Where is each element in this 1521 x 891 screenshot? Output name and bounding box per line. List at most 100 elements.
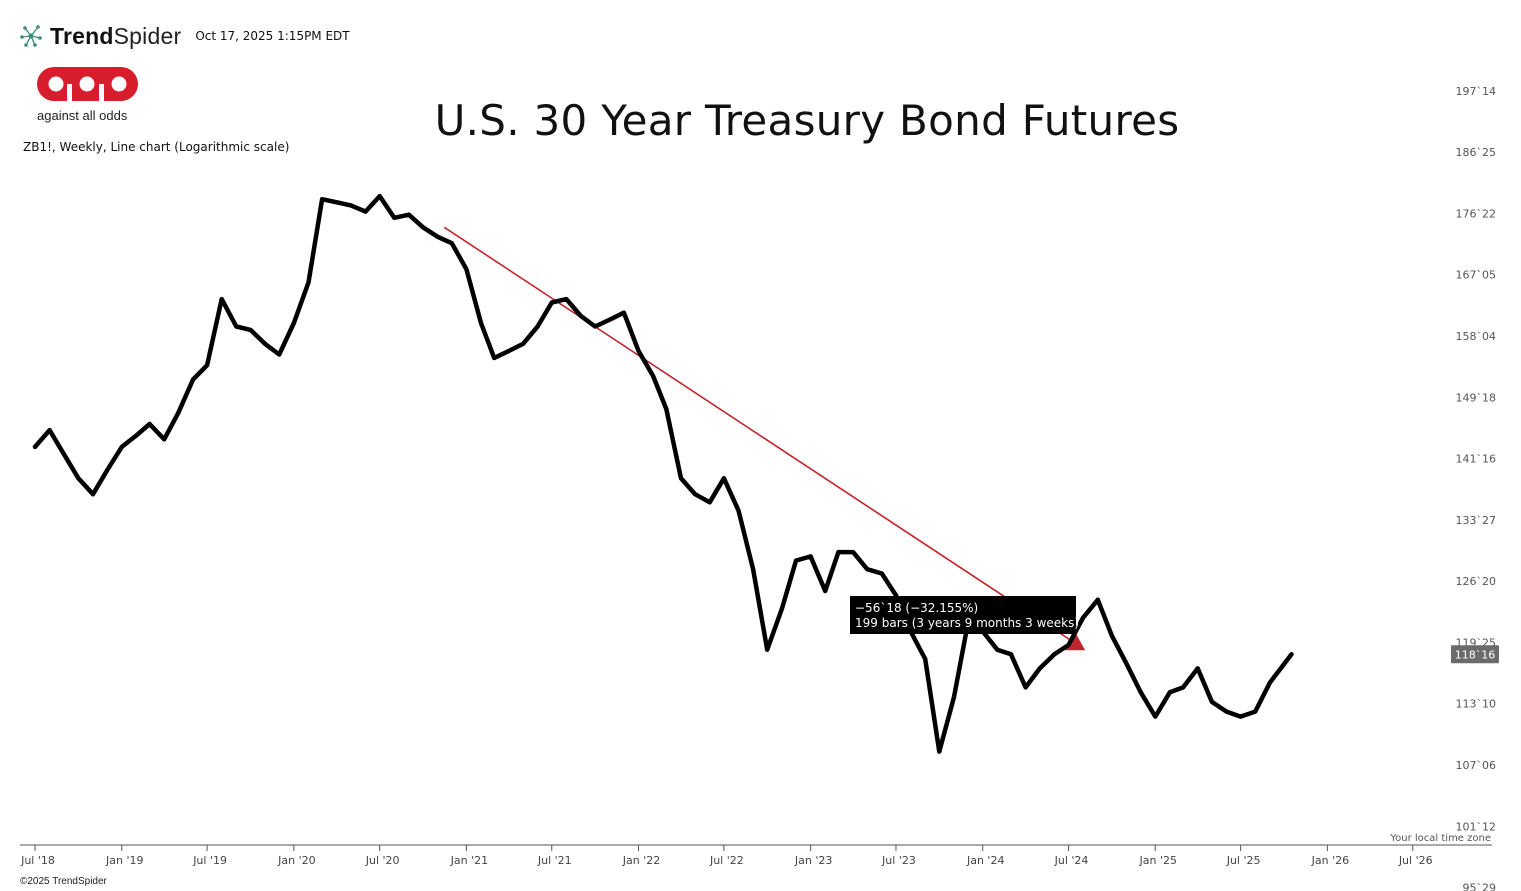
x-tick-label: Jul '19: [192, 854, 227, 867]
x-tick-label: Jul '24: [1054, 854, 1089, 867]
series-line: [32, 193, 1294, 754]
x-tick-label: Jan '21: [450, 854, 488, 867]
y-tick-label: 158`04: [1456, 330, 1497, 343]
x-tick-label: Jan '26: [1311, 854, 1349, 867]
data-point: [1167, 690, 1172, 695]
data-point: [1037, 666, 1042, 671]
annotation-layer: −56`18 (−32.155%)199 bars (3 years 9 mon…: [850, 596, 1079, 634]
data-point: [1253, 709, 1258, 714]
y-tick-label: 176`22: [1456, 208, 1497, 221]
data-point: [1153, 714, 1158, 719]
data-point: [693, 492, 698, 497]
y-tick-label: 141`16: [1456, 453, 1497, 466]
aao-logo: against all odds: [36, 66, 140, 123]
x-tick-label: Jul '22: [709, 854, 744, 867]
trendspider-logo-icon: [20, 25, 42, 47]
y-tick-label: 113`10: [1456, 698, 1497, 711]
data-point: [865, 567, 870, 572]
data-point: [1066, 643, 1071, 648]
data-point: [851, 550, 856, 555]
data-point: [1209, 699, 1214, 704]
data-point: [435, 234, 440, 239]
aao-logo-mark: [37, 67, 138, 101]
data-point: [162, 437, 167, 442]
data-point: [564, 297, 569, 302]
y-tick-label: 126`20: [1456, 575, 1497, 588]
data-point: [62, 452, 67, 457]
data-point: [678, 476, 683, 481]
data-point: [320, 197, 325, 202]
data-point: [334, 200, 339, 205]
data-point: [736, 508, 741, 513]
data-point: [248, 327, 253, 332]
last-price-label: 118`16: [1455, 648, 1496, 661]
copyright: ©2025 TrendSpider: [20, 876, 107, 887]
data-point: [751, 567, 756, 572]
data-point: [535, 324, 540, 329]
data-point: [1109, 633, 1114, 638]
data-point: [1224, 709, 1229, 714]
last-price-badge: [1451, 645, 1499, 664]
data-point: [1081, 615, 1086, 620]
data-point: [621, 310, 626, 315]
data-point: [464, 267, 469, 272]
data-point: [1267, 680, 1272, 685]
y-tick-label: 107`06: [1456, 759, 1497, 772]
data-point: [492, 356, 497, 361]
data-point: [190, 377, 195, 382]
logo-tagline: against all odds: [37, 108, 128, 123]
data-point: [794, 558, 799, 563]
data-point: [33, 444, 37, 449]
x-tick-label: Jan '23: [794, 854, 832, 867]
data-point: [119, 444, 124, 449]
x-tick-label: Jul '21: [537, 854, 572, 867]
x-tick-label: Jan '19: [105, 854, 143, 867]
brand-name: TrendSpider: [50, 22, 182, 49]
data-point: [76, 476, 81, 481]
data-point: [995, 647, 1000, 652]
x-tick-label: Jan '20: [277, 854, 315, 867]
data-point: [147, 422, 152, 427]
data-point: [879, 571, 884, 576]
data-point: [363, 209, 368, 214]
data-point: [219, 297, 224, 302]
y-tick-label: 149`18: [1456, 391, 1497, 404]
y-tick-label: 167`05: [1456, 269, 1497, 282]
data-point: [593, 324, 598, 329]
data-point: [291, 321, 296, 326]
data-point: [277, 352, 282, 357]
data-point: [937, 749, 942, 754]
trendline: [443, 226, 1076, 644]
chart-subtitle: ZB1!, Weekly, Line chart (Logarithmic sc…: [23, 140, 290, 154]
data-point: [664, 407, 669, 412]
data-point: [47, 428, 52, 433]
x-tick-label: Jul '18: [20, 854, 55, 867]
y-tick-label: 101`12: [1456, 820, 1497, 833]
data-point: [377, 194, 382, 199]
data-point: [549, 300, 554, 305]
data-point: [823, 588, 828, 593]
y-tick-label: 133`27: [1456, 514, 1497, 527]
data-point: [392, 215, 397, 220]
y-tick-label: 95`29: [1463, 882, 1497, 891]
data-point: [263, 341, 268, 346]
timezone-label[interactable]: Your local time zone: [1390, 833, 1491, 844]
x-tick-label: Jan '24: [966, 854, 1004, 867]
data-point: [521, 341, 526, 346]
data-point: [1052, 652, 1057, 657]
data-point: [1124, 661, 1129, 666]
x-tick-label: Jul '23: [881, 854, 916, 867]
y-tick-label: 186`25: [1456, 146, 1497, 159]
data-point: [707, 500, 712, 505]
data-point: [205, 363, 210, 368]
data-point: [1238, 714, 1243, 719]
data-point: [721, 476, 726, 481]
y-tick-label: 197`14: [1456, 85, 1497, 98]
data-point: [506, 348, 511, 353]
x-tick-label: Jul '26: [1398, 854, 1433, 867]
data-point: [1023, 685, 1028, 690]
header: TrendSpider Oct 17, 2025 1:15PM EDT: [18, 20, 350, 52]
data-point: [1095, 597, 1100, 602]
data-point: [176, 410, 181, 415]
